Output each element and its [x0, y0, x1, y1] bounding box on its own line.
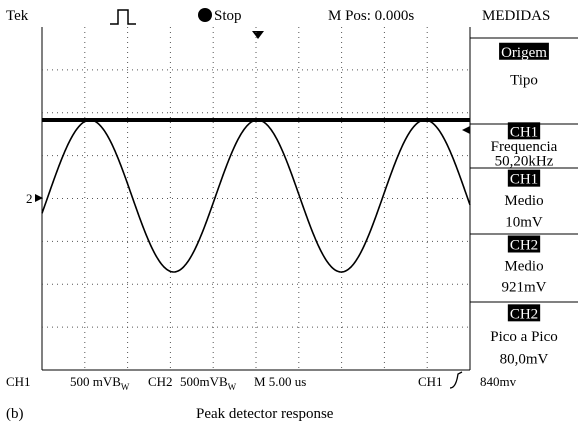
menu-header: CH2: [510, 238, 538, 254]
ch2-scale-text: 500mVB: [180, 374, 228, 389]
menu-item: Medio: [504, 259, 543, 275]
stop-dot: [198, 8, 212, 22]
timebase: M 5.00 us: [254, 374, 306, 389]
trigger-pos-marker: [252, 31, 264, 39]
menu-title: MEDIDAS: [482, 8, 550, 24]
menu-item: Pico a Pico: [490, 329, 558, 345]
ch1-scale: 500 mVBW: [70, 374, 130, 392]
menu-item: 50,20kHz: [495, 154, 554, 170]
menu-item: Medio: [504, 193, 543, 209]
menu-header: CH1: [510, 124, 538, 140]
ch2-label: CH2: [148, 374, 173, 389]
trigger-source: CH1: [418, 374, 443, 389]
brand: Tek: [6, 8, 29, 24]
menu-item: 921mV: [502, 280, 547, 296]
menu-item: Tipo: [510, 72, 538, 88]
menu-item: 10mV: [505, 214, 543, 230]
menu-header: CH2: [510, 306, 538, 322]
trigger-slope-icon: [450, 372, 462, 388]
caption-text: Peak detector response: [196, 406, 334, 422]
pulse-icon: [110, 10, 136, 24]
caption-label: (b): [6, 406, 24, 422]
ch2-bw: W: [228, 382, 237, 392]
status: Stop: [214, 8, 242, 24]
ch1-label: CH1: [6, 374, 31, 389]
menu-header: Origem: [501, 45, 547, 61]
ch2-scale: 500mVBW: [180, 374, 237, 392]
scope-figure: Tek Stop M Pos: 0.000s MEDIDAS 2 CH1 500…: [0, 0, 578, 427]
ch1-bw: W: [121, 382, 130, 392]
ch1-level-marker: [462, 126, 470, 134]
trigger-level: 840mv: [480, 374, 517, 389]
ch1-scale-text: 500 mVB: [70, 374, 121, 389]
screen: [42, 27, 470, 370]
menu-item: 80,0mV: [500, 352, 549, 368]
ch2-level-label: 2: [26, 191, 33, 206]
position: M Pos: 0.000s: [328, 8, 414, 24]
menu-item: Frequencia: [491, 139, 558, 155]
menu-header: CH1: [510, 172, 538, 188]
